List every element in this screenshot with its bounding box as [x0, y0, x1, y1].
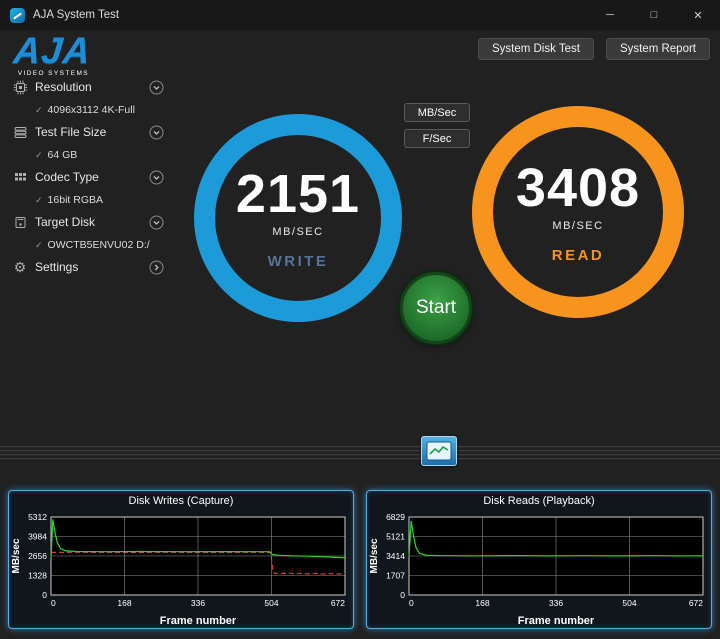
aja-logo: AJA VIDEO SYSTEMS: [11, 30, 94, 77]
write-gauge-ring: 2151 MB/SEC WRITE: [194, 114, 402, 322]
chevron-down-icon[interactable]: [149, 215, 164, 230]
disk-reads-chart: 6829 5121 3414 1707 00 168 336 504 672 MB/sec Fram…: [369, 512, 704, 627]
svg-text:MB/sec: MB/sec: [11, 538, 22, 573]
system-disk-test-button[interactable]: System Disk Test: [477, 38, 594, 60]
svg-text:336: 336: [191, 598, 205, 608]
sidebar-item-target-disk[interactable]: Target Disk: [12, 209, 164, 235]
chevron-down-icon[interactable]: [149, 125, 164, 140]
sidebar-value-label: 4096x3112 4K-Full: [47, 103, 135, 116]
target-disk-icon: [12, 214, 28, 230]
write-label: WRITE: [267, 252, 329, 270]
file-size-icon: [12, 124, 28, 140]
sidebar-value-label: OWCTB5ENVU02 D:/: [47, 238, 150, 251]
svg-text:3984: 3984: [28, 532, 47, 542]
sidebar-item-test-file-size[interactable]: Test File Size: [12, 119, 164, 145]
sidebar-item-label: Target Disk: [35, 215, 96, 229]
svg-text:5312: 5312: [28, 512, 47, 522]
disk-writes-chart: 5312 3984 2656 1328 00 168 336 504 672 MB/sec Fram…: [11, 512, 346, 627]
mbsec-button[interactable]: MB/Sec: [404, 103, 470, 122]
sidebar-value-label: 64 GB: [47, 148, 78, 161]
write-speed-value: 2151: [235, 163, 361, 224]
sidebar-value-resolution[interactable]: 4096x3112 4K-Full: [12, 100, 164, 119]
svg-text:5121: 5121: [386, 532, 405, 542]
svg-text:1707: 1707: [386, 571, 405, 581]
svg-text:1328: 1328: [28, 571, 47, 581]
svg-text:2656: 2656: [28, 551, 47, 561]
sidebar-value-codec-type[interactable]: 16bit RGBA: [12, 190, 164, 209]
check-icon: [35, 104, 43, 116]
logo-subtitle: VIDEO SYSTEMS: [17, 70, 90, 77]
fsec-button[interactable]: F/Sec: [404, 129, 470, 148]
svg-text:672: 672: [689, 598, 703, 608]
svg-text:168: 168: [475, 598, 489, 608]
read-speed-value: 3408: [515, 157, 641, 218]
disk-writes-panel: Disk Writes (Capture) 5312 3984 2656 1328 0 0…: [8, 490, 354, 629]
sidebar-value-target-disk[interactable]: OWCTB5ENVU02 D:/: [12, 235, 164, 254]
svg-text:336: 336: [549, 598, 563, 608]
sidebar-item-label: Codec Type: [35, 170, 99, 184]
write-speed-unit: MB/SEC: [272, 225, 324, 238]
disk-writes-title: Disk Writes (Capture): [128, 495, 234, 507]
chevron-down-icon[interactable]: [149, 80, 164, 95]
svg-text:168: 168: [117, 598, 131, 608]
app-icon: [10, 7, 25, 23]
sidebar-item-resolution[interactable]: Resolution: [12, 74, 164, 100]
check-icon: [35, 239, 43, 251]
svg-text:MB/sec: MB/sec: [369, 538, 380, 573]
window-controls: ─ □ ✕: [588, 0, 720, 30]
read-gauge-ring: 3408 MB/SEC READ: [472, 106, 684, 318]
sidebar-item-label: Test File Size: [35, 125, 107, 139]
gear-icon: ⚙: [13, 258, 27, 275]
svg-text:6829: 6829: [386, 512, 405, 522]
close-button[interactable]: ✕: [693, 9, 703, 22]
check-icon: [35, 149, 43, 161]
title-bar: AJA System Test ─ □ ✕: [0, 0, 720, 30]
disk-reads-title: Disk Reads (Playback): [483, 495, 595, 507]
svg-text:0: 0: [400, 590, 405, 600]
svg-text:Frame number: Frame number: [518, 615, 595, 627]
logo-text: AJA: [11, 30, 94, 71]
chevron-right-icon[interactable]: [149, 260, 164, 275]
sidebar-item-label: Settings: [35, 260, 79, 274]
read-label: READ: [551, 246, 605, 264]
sidebar-item-label: Resolution: [35, 80, 92, 94]
svg-text:0: 0: [51, 598, 56, 608]
svg-text:Frame number: Frame number: [160, 615, 237, 627]
sidebar: Resolution 4096x3112 4K-Full Test File S…: [12, 74, 164, 280]
disk-reads-panel: Disk Reads (Playback) 6829 5121 3414 1707 0 0…: [366, 490, 712, 629]
minimize-button[interactable]: ─: [606, 9, 614, 21]
sidebar-value-label: 16bit RGBA: [47, 193, 103, 206]
chevron-down-icon[interactable]: [149, 170, 164, 185]
maximize-button[interactable]: □: [650, 9, 658, 21]
sidebar-value-test-file-size[interactable]: 64 GB: [12, 145, 164, 164]
chart-icon: [426, 441, 452, 461]
header-buttons: System Disk Test System Report: [477, 38, 710, 60]
system-report-button[interactable]: System Report: [605, 38, 710, 60]
codec-type-icon: [12, 169, 28, 185]
svg-text:672: 672: [331, 598, 345, 608]
divider-lines: [0, 446, 720, 462]
sidebar-item-settings[interactable]: ⚙ Settings: [12, 254, 164, 280]
resolution-icon: [12, 79, 28, 95]
svg-text:0: 0: [409, 598, 414, 608]
svg-text:504: 504: [264, 598, 278, 608]
window-title: AJA System Test: [33, 9, 120, 21]
start-button[interactable]: Start: [400, 272, 472, 344]
sidebar-item-codec-type[interactable]: Codec Type: [12, 164, 164, 190]
svg-text:504: 504: [622, 598, 636, 608]
svg-text:0: 0: [42, 590, 47, 600]
check-icon: [35, 194, 43, 206]
chart-toggle-button[interactable]: [421, 436, 457, 466]
svg-text:3414: 3414: [386, 551, 405, 561]
read-speed-unit: MB/SEC: [552, 219, 604, 232]
